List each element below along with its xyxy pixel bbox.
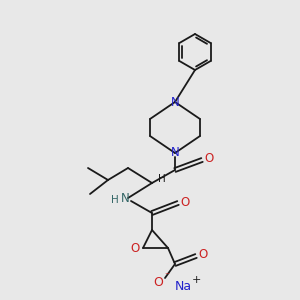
Text: H: H (158, 174, 166, 184)
Text: O: O (130, 242, 140, 256)
Text: O: O (198, 248, 208, 262)
Text: N: N (171, 146, 179, 160)
Text: O: O (204, 152, 214, 166)
Text: ⁻: ⁻ (164, 271, 169, 281)
Text: O: O (153, 275, 163, 289)
Text: H: H (111, 195, 119, 205)
Text: Na: Na (174, 280, 192, 292)
Text: +: + (191, 275, 201, 285)
Text: N: N (171, 95, 179, 109)
Text: N: N (121, 191, 129, 205)
Text: O: O (180, 196, 190, 208)
